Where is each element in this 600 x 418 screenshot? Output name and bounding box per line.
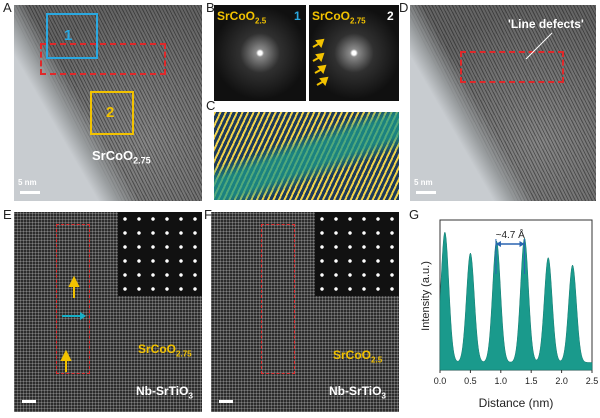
box-region-2 [90, 91, 134, 135]
x-tick-label: 0.5 [464, 376, 477, 386]
red-dashed-box-e [56, 224, 90, 374]
fft-inset-f [315, 212, 399, 296]
fft-left-number: 1 [294, 9, 301, 23]
panel-letter-e: E [3, 207, 12, 222]
scale-bar-e [22, 400, 36, 403]
panel-letter-a: A [3, 0, 12, 15]
fft-right-label: SrCoO2.75 [312, 9, 366, 26]
panel-f-haadf-image: SrCoO2.5 Nb-SrTiO3 [211, 212, 399, 412]
spacing-arrow-head-left [495, 241, 501, 247]
spacing-annotation: ~4.7 Å [496, 228, 526, 241]
panel-b-fft-left: SrCoO2.5 1 [214, 5, 306, 101]
panel-a-tem-image: 1 2 SrCoO2.75 5 nm [14, 5, 202, 201]
red-dashed-box-f [261, 224, 295, 374]
x-tick-label: 2.5 [586, 376, 598, 386]
arrows-e [60, 275, 86, 372]
panel-letter-b: B [206, 0, 215, 15]
material-label-e: SrCoO2.75 [138, 342, 192, 359]
panel-letter-d: D [399, 0, 409, 15]
red-dashed-box-a [40, 43, 166, 75]
panel-b-fft-right: SrCoO2.75 2 [309, 5, 399, 101]
y-axis-label: Intensity (a.u.) [420, 261, 432, 331]
x-tick-label: 0.0 [434, 376, 447, 386]
panel-e-haadf-image: SrCoO2.75 Nb-SrTiO3 [14, 212, 202, 412]
spacing-arrow-head-right [519, 241, 525, 247]
line-defects-arrow [525, 32, 553, 60]
panel-c-filtered-image [214, 112, 399, 200]
x-tick-label: 2.0 [555, 376, 568, 386]
panel-letter-g: G [409, 207, 420, 222]
panel-letter-c: C [206, 98, 216, 113]
panel-letter-f: F [204, 207, 212, 222]
fft-left-label: SrCoO2.5 [217, 9, 267, 26]
box-label-1: 1 [64, 27, 73, 44]
box-region-1 [46, 13, 98, 59]
x-tick-label: 1.0 [495, 376, 508, 386]
intensity-area [439, 231, 593, 371]
x-tick-label: 1.5 [525, 376, 538, 386]
x-axis-label: Distance (nm) [479, 396, 554, 410]
substrate-label-f: Nb-SrTiO3 [329, 384, 386, 401]
yellow-arrows [312, 38, 329, 87]
scale-bar-a [20, 191, 40, 194]
fft-inset-e [118, 212, 202, 296]
fft-right-number: 2 [387, 9, 394, 23]
scale-bar-d [416, 191, 436, 194]
material-label-a: SrCoO2.75 [92, 148, 151, 166]
scale-bar-f [219, 400, 233, 403]
substrate-label-e: Nb-SrTiO3 [136, 384, 193, 401]
intensity-profile-chart: 0.0 0.5 1.0 1.5 2.0 2.5 Distance (nm) Intensi… [420, 219, 598, 410]
line-defects-label: 'Line defects' [508, 17, 584, 31]
material-label-f: SrCoO2.5 [333, 348, 383, 365]
scale-label-d: 5 nm [414, 178, 433, 187]
scale-label-a: 5 nm [18, 178, 37, 187]
panel-d-tem-image: 'Line defects' 5 nm [410, 5, 596, 201]
red-dashed-box-d [460, 51, 564, 83]
box-label-2: 2 [106, 104, 115, 121]
